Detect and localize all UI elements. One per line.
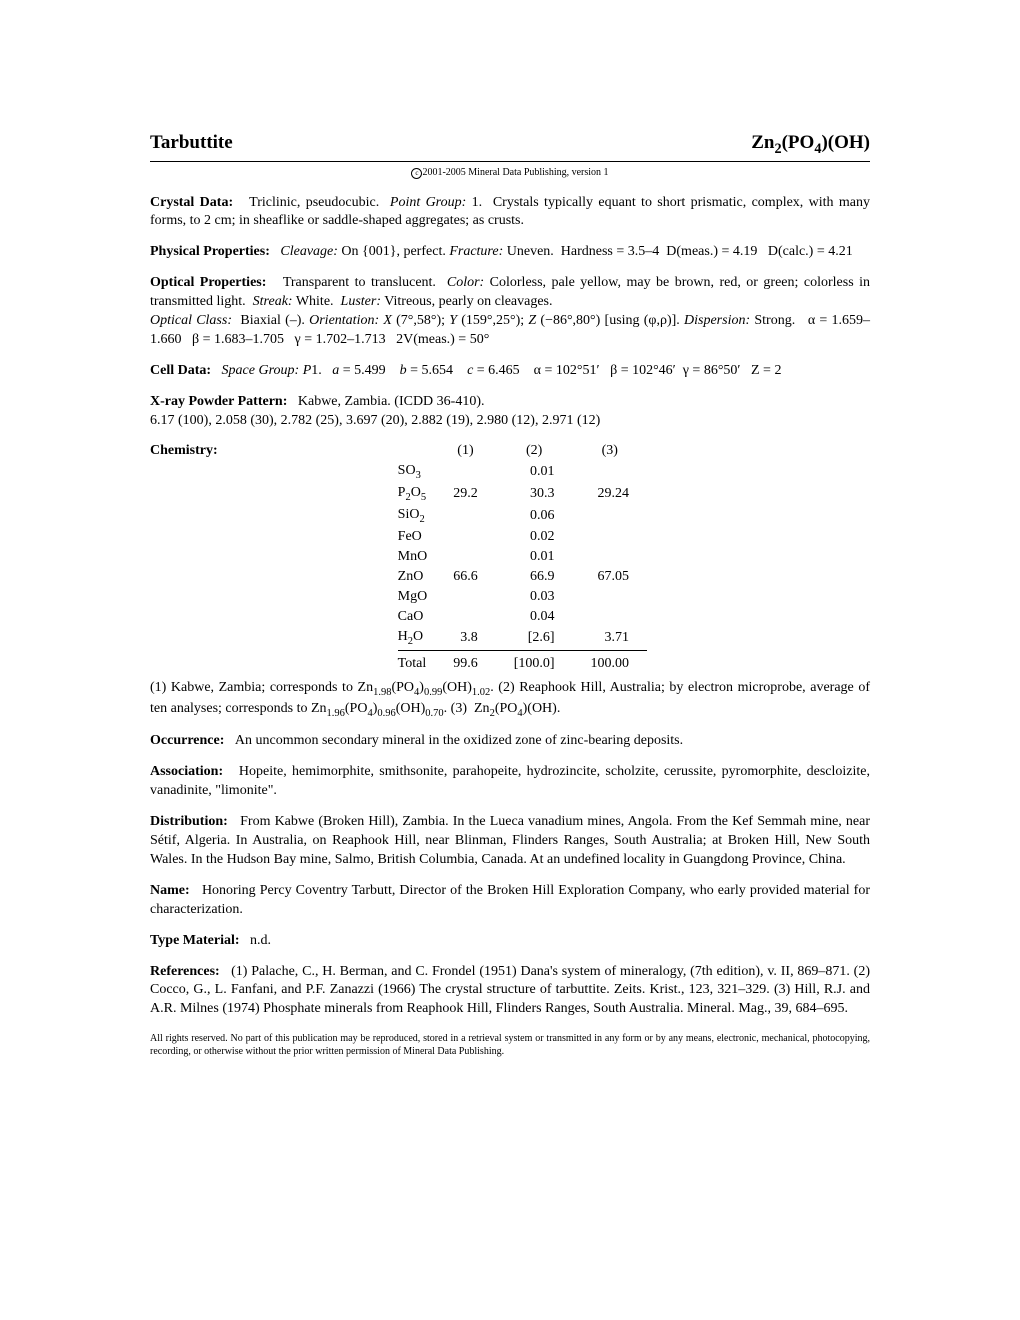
total-value-3: 100.00 bbox=[573, 650, 648, 674]
value-1 bbox=[435, 462, 496, 484]
compound: ZnO bbox=[398, 568, 436, 588]
compound: MnO bbox=[398, 548, 436, 568]
compound: SiO2 bbox=[398, 506, 436, 528]
value-2: 0.01 bbox=[496, 462, 573, 484]
section-references: References: (1) Palache, C., H. Berman, … bbox=[150, 963, 870, 1020]
value-1: 66.6 bbox=[435, 568, 496, 588]
compound: SO3 bbox=[398, 462, 436, 484]
section-physical: Physical Properties: Cleavage: On {001},… bbox=[150, 243, 870, 262]
col-2: (2) bbox=[496, 442, 573, 462]
total-label: Total bbox=[398, 650, 436, 674]
table-row: MnO 0.01 bbox=[398, 548, 647, 568]
value-1 bbox=[435, 608, 496, 628]
body-name: Honoring Percy Coventry Tarbutt, Directo… bbox=[150, 883, 870, 917]
section-type-material: Type Material: n.d. bbox=[150, 932, 870, 951]
table-row: MgO 0.03 bbox=[398, 588, 647, 608]
table-row: SiO2 0.06 bbox=[398, 506, 647, 528]
total-value-1: 99.6 bbox=[435, 650, 496, 674]
body-distribution: From Kabwe (Broken Hill), Zambia. In the… bbox=[150, 814, 870, 867]
label-crystal-data: Crystal Data: bbox=[150, 195, 233, 210]
table-row: CaO 0.04 bbox=[398, 608, 647, 628]
value-2: 30.3 bbox=[496, 484, 573, 506]
label-chemistry: Chemistry: bbox=[150, 442, 218, 461]
body-crystal-data: Triclinic, pseudocubic. Point Group: 1. … bbox=[150, 195, 870, 229]
body-references: (1) Palache, C., H. Berman, and C. Frond… bbox=[150, 964, 870, 1017]
value-2: 0.02 bbox=[496, 528, 573, 548]
label-optical: Optical Properties: bbox=[150, 275, 266, 290]
value-1 bbox=[435, 506, 496, 528]
label-xray: X-ray Powder Pattern: bbox=[150, 394, 287, 409]
body-occurrence: An uncommon secondary mineral in the oxi… bbox=[235, 733, 683, 748]
compound: MgO bbox=[398, 588, 436, 608]
section-distribution: Distribution: From Kabwe (Broken Hill), … bbox=[150, 813, 870, 870]
value-2: 66.9 bbox=[496, 568, 573, 588]
section-name: Name: Honoring Percy Coventry Tarbutt, D… bbox=[150, 882, 870, 920]
section-association: Association: Hopeite, hemimorphite, smit… bbox=[150, 763, 870, 801]
body-type-material: n.d. bbox=[250, 933, 271, 948]
label-occurrence: Occurrence: bbox=[150, 733, 224, 748]
value-2: 0.03 bbox=[496, 588, 573, 608]
table-row: H2O3.8[2.6]3.71 bbox=[398, 628, 647, 650]
label-physical: Physical Properties: bbox=[150, 244, 270, 259]
value-2: 0.01 bbox=[496, 548, 573, 568]
label-type-material: Type Material: bbox=[150, 933, 240, 948]
table-header: (1) (2) (3) bbox=[398, 442, 647, 462]
compound: FeO bbox=[398, 528, 436, 548]
copyright-line: c2001-2005 Mineral Data Publishing, vers… bbox=[150, 166, 870, 180]
table-total-row: Total99.6[100.0]100.00 bbox=[398, 650, 647, 674]
body-physical: Cleavage: On {001}, perfect. Fracture: U… bbox=[270, 244, 853, 259]
page: Tarbuttite Zn2(PO4)(OH) c2001-2005 Miner… bbox=[0, 0, 1020, 1320]
value-3 bbox=[573, 548, 648, 568]
section-cell: Cell Data: Space Group: P1. a = 5.499 b … bbox=[150, 362, 870, 381]
section-occurrence: Occurrence: An uncommon secondary minera… bbox=[150, 732, 870, 751]
value-2: 0.04 bbox=[496, 608, 573, 628]
chemistry-notes: (1) Kabwe, Zambia; corresponds to Zn1.98… bbox=[150, 679, 870, 721]
chemistry-block: Chemistry: (1) (2) (3) SO30.01P2O529.230… bbox=[150, 442, 870, 674]
body-association: Hopeite, hemimorphite, smithsonite, para… bbox=[150, 764, 870, 798]
value-2: 0.06 bbox=[496, 506, 573, 528]
compound: CaO bbox=[398, 608, 436, 628]
value-1 bbox=[435, 528, 496, 548]
mineral-name: Tarbuttite bbox=[150, 130, 233, 156]
value-1: 3.8 bbox=[435, 628, 496, 650]
section-optical: Optical Properties: Transparent to trans… bbox=[150, 274, 870, 350]
copyright-text: 2001-2005 Mineral Data Publishing, versi… bbox=[422, 167, 608, 178]
value-1: 29.2 bbox=[435, 484, 496, 506]
value-3 bbox=[573, 506, 648, 528]
value-1 bbox=[435, 548, 496, 568]
table-row: ZnO66.666.967.05 bbox=[398, 568, 647, 588]
copyright-icon: c bbox=[411, 168, 422, 179]
chemistry-table: (1) (2) (3) SO30.01P2O529.230.329.24SiO2… bbox=[398, 442, 647, 674]
section-chemistry: Chemistry: (1) (2) (3) SO30.01P2O529.230… bbox=[150, 442, 870, 720]
compound: H2O bbox=[398, 628, 436, 650]
value-3: 29.24 bbox=[573, 484, 648, 506]
label-cell: Cell Data: bbox=[150, 363, 211, 378]
total-value-2: [100.0] bbox=[496, 650, 573, 674]
body-cell: Space Group: P1. a = 5.499 b = 5.654 c =… bbox=[222, 363, 782, 378]
value-3 bbox=[573, 608, 648, 628]
section-xray: X-ray Powder Pattern: Kabwe, Zambia. (IC… bbox=[150, 393, 870, 431]
col-1: (1) bbox=[435, 442, 496, 462]
value-3: 3.71 bbox=[573, 628, 648, 650]
header: Tarbuttite Zn2(PO4)(OH) bbox=[150, 130, 870, 162]
chemical-formula: Zn2(PO4)(OH) bbox=[751, 130, 870, 159]
value-3 bbox=[573, 528, 648, 548]
value-3: 67.05 bbox=[573, 568, 648, 588]
label-name: Name: bbox=[150, 883, 190, 898]
value-3 bbox=[573, 462, 648, 484]
label-association: Association: bbox=[150, 764, 223, 779]
label-distribution: Distribution: bbox=[150, 814, 228, 829]
label-references: References: bbox=[150, 964, 220, 979]
table-row: FeO 0.02 bbox=[398, 528, 647, 548]
value-1 bbox=[435, 588, 496, 608]
footer-rights: All rights reserved. No part of this pub… bbox=[150, 1033, 870, 1058]
value-2: [2.6] bbox=[496, 628, 573, 650]
section-crystal-data: Crystal Data: Triclinic, pseudocubic. Po… bbox=[150, 194, 870, 232]
compound: P2O5 bbox=[398, 484, 436, 506]
table-row: P2O529.230.329.24 bbox=[398, 484, 647, 506]
table-row: SO3 0.01 bbox=[398, 462, 647, 484]
value-3 bbox=[573, 588, 648, 608]
col-3: (3) bbox=[573, 442, 648, 462]
